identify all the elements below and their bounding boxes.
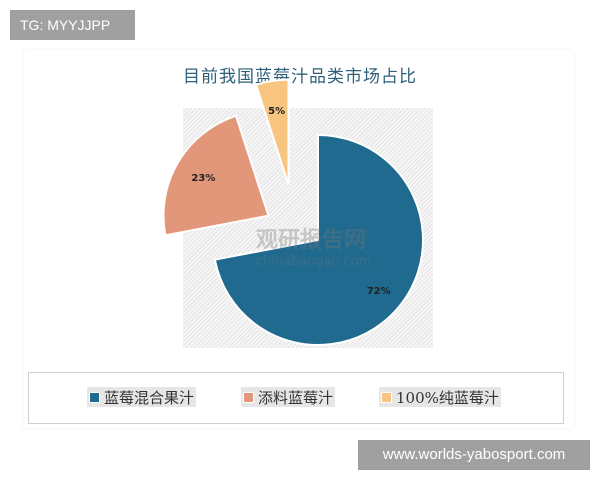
chart-title: 目前我国蓝莓汁品类市场占比 xyxy=(183,67,417,87)
legend-item: 100%纯蓝莓汁 xyxy=(379,387,501,407)
data-label-1: 72% xyxy=(367,286,391,297)
legend-label: 蓝莓混合果汁 xyxy=(104,388,195,407)
footer-url: www.worlds-yabosport.com xyxy=(358,440,590,470)
legend-swatch xyxy=(381,391,392,403)
legend-item: 添料蓝莓汁 xyxy=(241,387,336,407)
legend-swatch xyxy=(89,391,100,403)
legend-item: 蓝莓混合果汁 xyxy=(87,387,197,407)
tag-label: TG: MYYJJPP xyxy=(10,10,135,40)
data-label-3: 5% xyxy=(268,106,285,117)
pie-slice-3 xyxy=(254,78,290,185)
legend-label: 添料蓝莓汁 xyxy=(258,388,334,407)
pie-slice-1 xyxy=(213,133,424,346)
legend-swatch xyxy=(243,391,254,403)
legend-label: 100%纯蓝莓汁 xyxy=(396,388,499,407)
pie-slice-2 xyxy=(162,114,270,237)
legend: 蓝莓混合果汁 添料蓝莓汁 100%纯蓝莓汁 xyxy=(28,372,564,424)
data-label-2: 23% xyxy=(191,173,215,184)
